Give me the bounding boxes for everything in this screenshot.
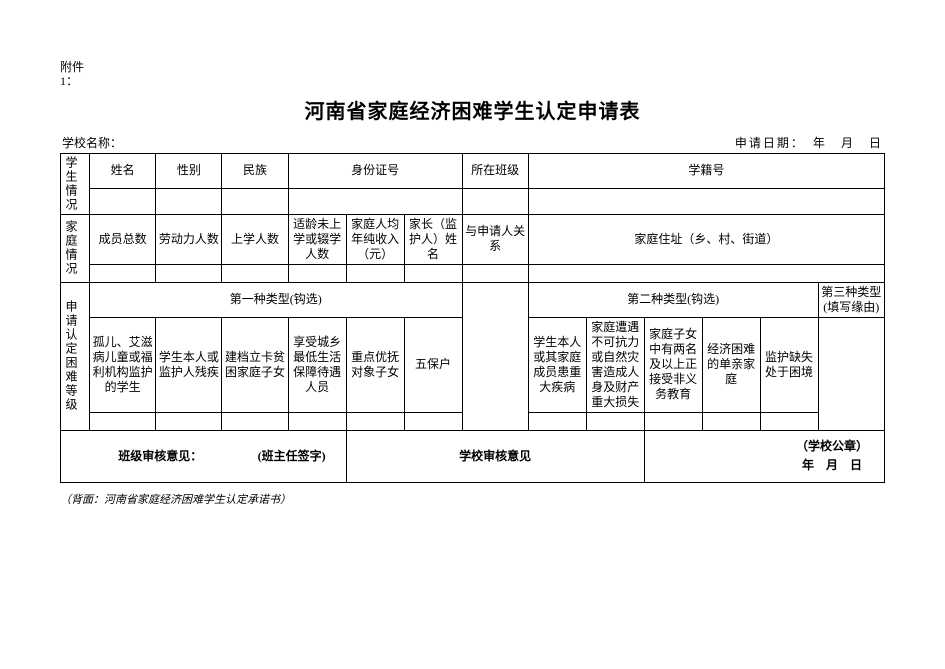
type1-c1: 孤儿、艾滋病儿童或福利机构监护的学生 (89, 317, 155, 412)
value-not-in-school[interactable] (288, 264, 346, 282)
label-labor-count: 劳动力人数 (156, 214, 222, 264)
label-type3: 第三种类型(填写缘由) (818, 282, 884, 317)
label-address: 家庭住址（乡、村、街道） (528, 214, 884, 264)
value-ethnicity[interactable] (222, 188, 288, 214)
type2-c1-check[interactable] (528, 412, 586, 430)
value-address[interactable] (528, 264, 884, 282)
value-income[interactable] (346, 264, 404, 282)
label-not-in-school: 适龄未上学或辍学人数 (288, 214, 346, 264)
apply-date-label: 申请日期： (735, 136, 799, 150)
type1-c6-check[interactable] (404, 412, 462, 430)
type1-c4-check[interactable] (288, 412, 346, 430)
label-relation: 与申请人关系 (462, 214, 528, 264)
type2-c3: 家庭子女中有两名及以上正接受非义务教育 (644, 317, 702, 412)
apply-date: 申请日期： 年 月 日 (735, 134, 883, 151)
label-members-total: 成员总数 (89, 214, 155, 264)
label-type2: 第二种类型(钩选) (528, 282, 818, 317)
type1-c3: 建档立卡贫困家庭子女 (222, 317, 288, 412)
class-review-cell[interactable]: 班级审核意见： (班主任签字) (61, 430, 347, 482)
type3-reason[interactable] (818, 317, 884, 430)
application-form-table: 学生情况 姓名 性别 民族 身份证号 所在班级 学籍号 家庭情况 成员总数 劳动… (60, 153, 885, 483)
value-student-no[interactable] (528, 188, 884, 214)
label-ethnicity: 民族 (222, 153, 288, 188)
label-name: 姓名 (89, 153, 155, 188)
section-family: 家庭情况 (63, 220, 78, 276)
type1-c2: 学生本人或监护人残疾 (156, 317, 222, 412)
type-gap (462, 282, 528, 430)
seal-date: 年 月 日 (802, 458, 862, 472)
value-id-no[interactable] (288, 188, 462, 214)
month-label: 月 (841, 136, 855, 150)
value-members-total[interactable] (89, 264, 155, 282)
type2-c4: 经济困难的单亲家庭 (702, 317, 760, 412)
label-id-no: 身份证号 (288, 153, 462, 188)
value-guardian[interactable] (404, 264, 462, 282)
type1-c6: 五保户 (404, 317, 462, 412)
type2-c2: 家庭遭遇不可抗力或自然灾害造成人身及财产重大损失 (586, 317, 644, 412)
page-title: 河南省家庭经济困难学生认定申请表 (60, 95, 885, 124)
class-review-label: 班级审核意见： (118, 449, 202, 463)
label-type1: 第一种类型(钩选) (89, 282, 462, 317)
type1-c2-check[interactable] (156, 412, 222, 430)
type2-c1: 学生本人或其家庭成员患重大疾病 (528, 317, 586, 412)
type1-c1-check[interactable] (89, 412, 155, 430)
value-name[interactable] (89, 188, 155, 214)
type2-c2-check[interactable] (586, 412, 644, 430)
label-in-school: 上学人数 (222, 214, 288, 264)
label-guardian: 家长（监护人）姓名 (404, 214, 462, 264)
type2-c3-check[interactable] (644, 412, 702, 430)
label-income: 家庭人均年纯收入（元） (346, 214, 404, 264)
school-review-label: 学校审核意见 (346, 430, 644, 482)
value-gender[interactable] (156, 188, 222, 214)
value-in-school[interactable] (222, 264, 288, 282)
meta-row: 学校名称： 申请日期： 年 月 日 (60, 134, 885, 151)
type2-c5-check[interactable] (760, 412, 818, 430)
label-gender: 性别 (156, 153, 222, 188)
type2-c5: 监护缺失处于困境 (760, 317, 818, 412)
label-class: 所在班级 (462, 153, 528, 188)
class-sign-label: (班主任签字) (258, 449, 344, 464)
type1-c3-check[interactable] (222, 412, 288, 430)
school-name-label: 学校名称： (62, 134, 122, 151)
type1-c5-check[interactable] (346, 412, 404, 430)
footer-note: （背面：河南省家庭经济困难学生认定承诺书） (60, 491, 885, 507)
school-seal-cell[interactable]: （学校公章） 年 月 日 (644, 430, 884, 482)
day-label: 日 (869, 136, 883, 150)
value-labor-count[interactable] (156, 264, 222, 282)
type1-c4: 享受城乡最低生活保障待遇人员 (288, 317, 346, 412)
section-student: 学生情况 (63, 156, 78, 212)
school-seal-label: （学校公章） (796, 439, 868, 453)
type1-c5: 重点优抚对象子女 (346, 317, 404, 412)
attachment-label: 附件1： (60, 60, 86, 89)
value-class[interactable] (462, 188, 528, 214)
section-level: 申请认定困难等级 (63, 300, 78, 412)
type2-c4-check[interactable] (702, 412, 760, 430)
value-relation[interactable] (462, 264, 528, 282)
year-label: 年 (813, 136, 827, 150)
label-student-no: 学籍号 (528, 153, 884, 188)
